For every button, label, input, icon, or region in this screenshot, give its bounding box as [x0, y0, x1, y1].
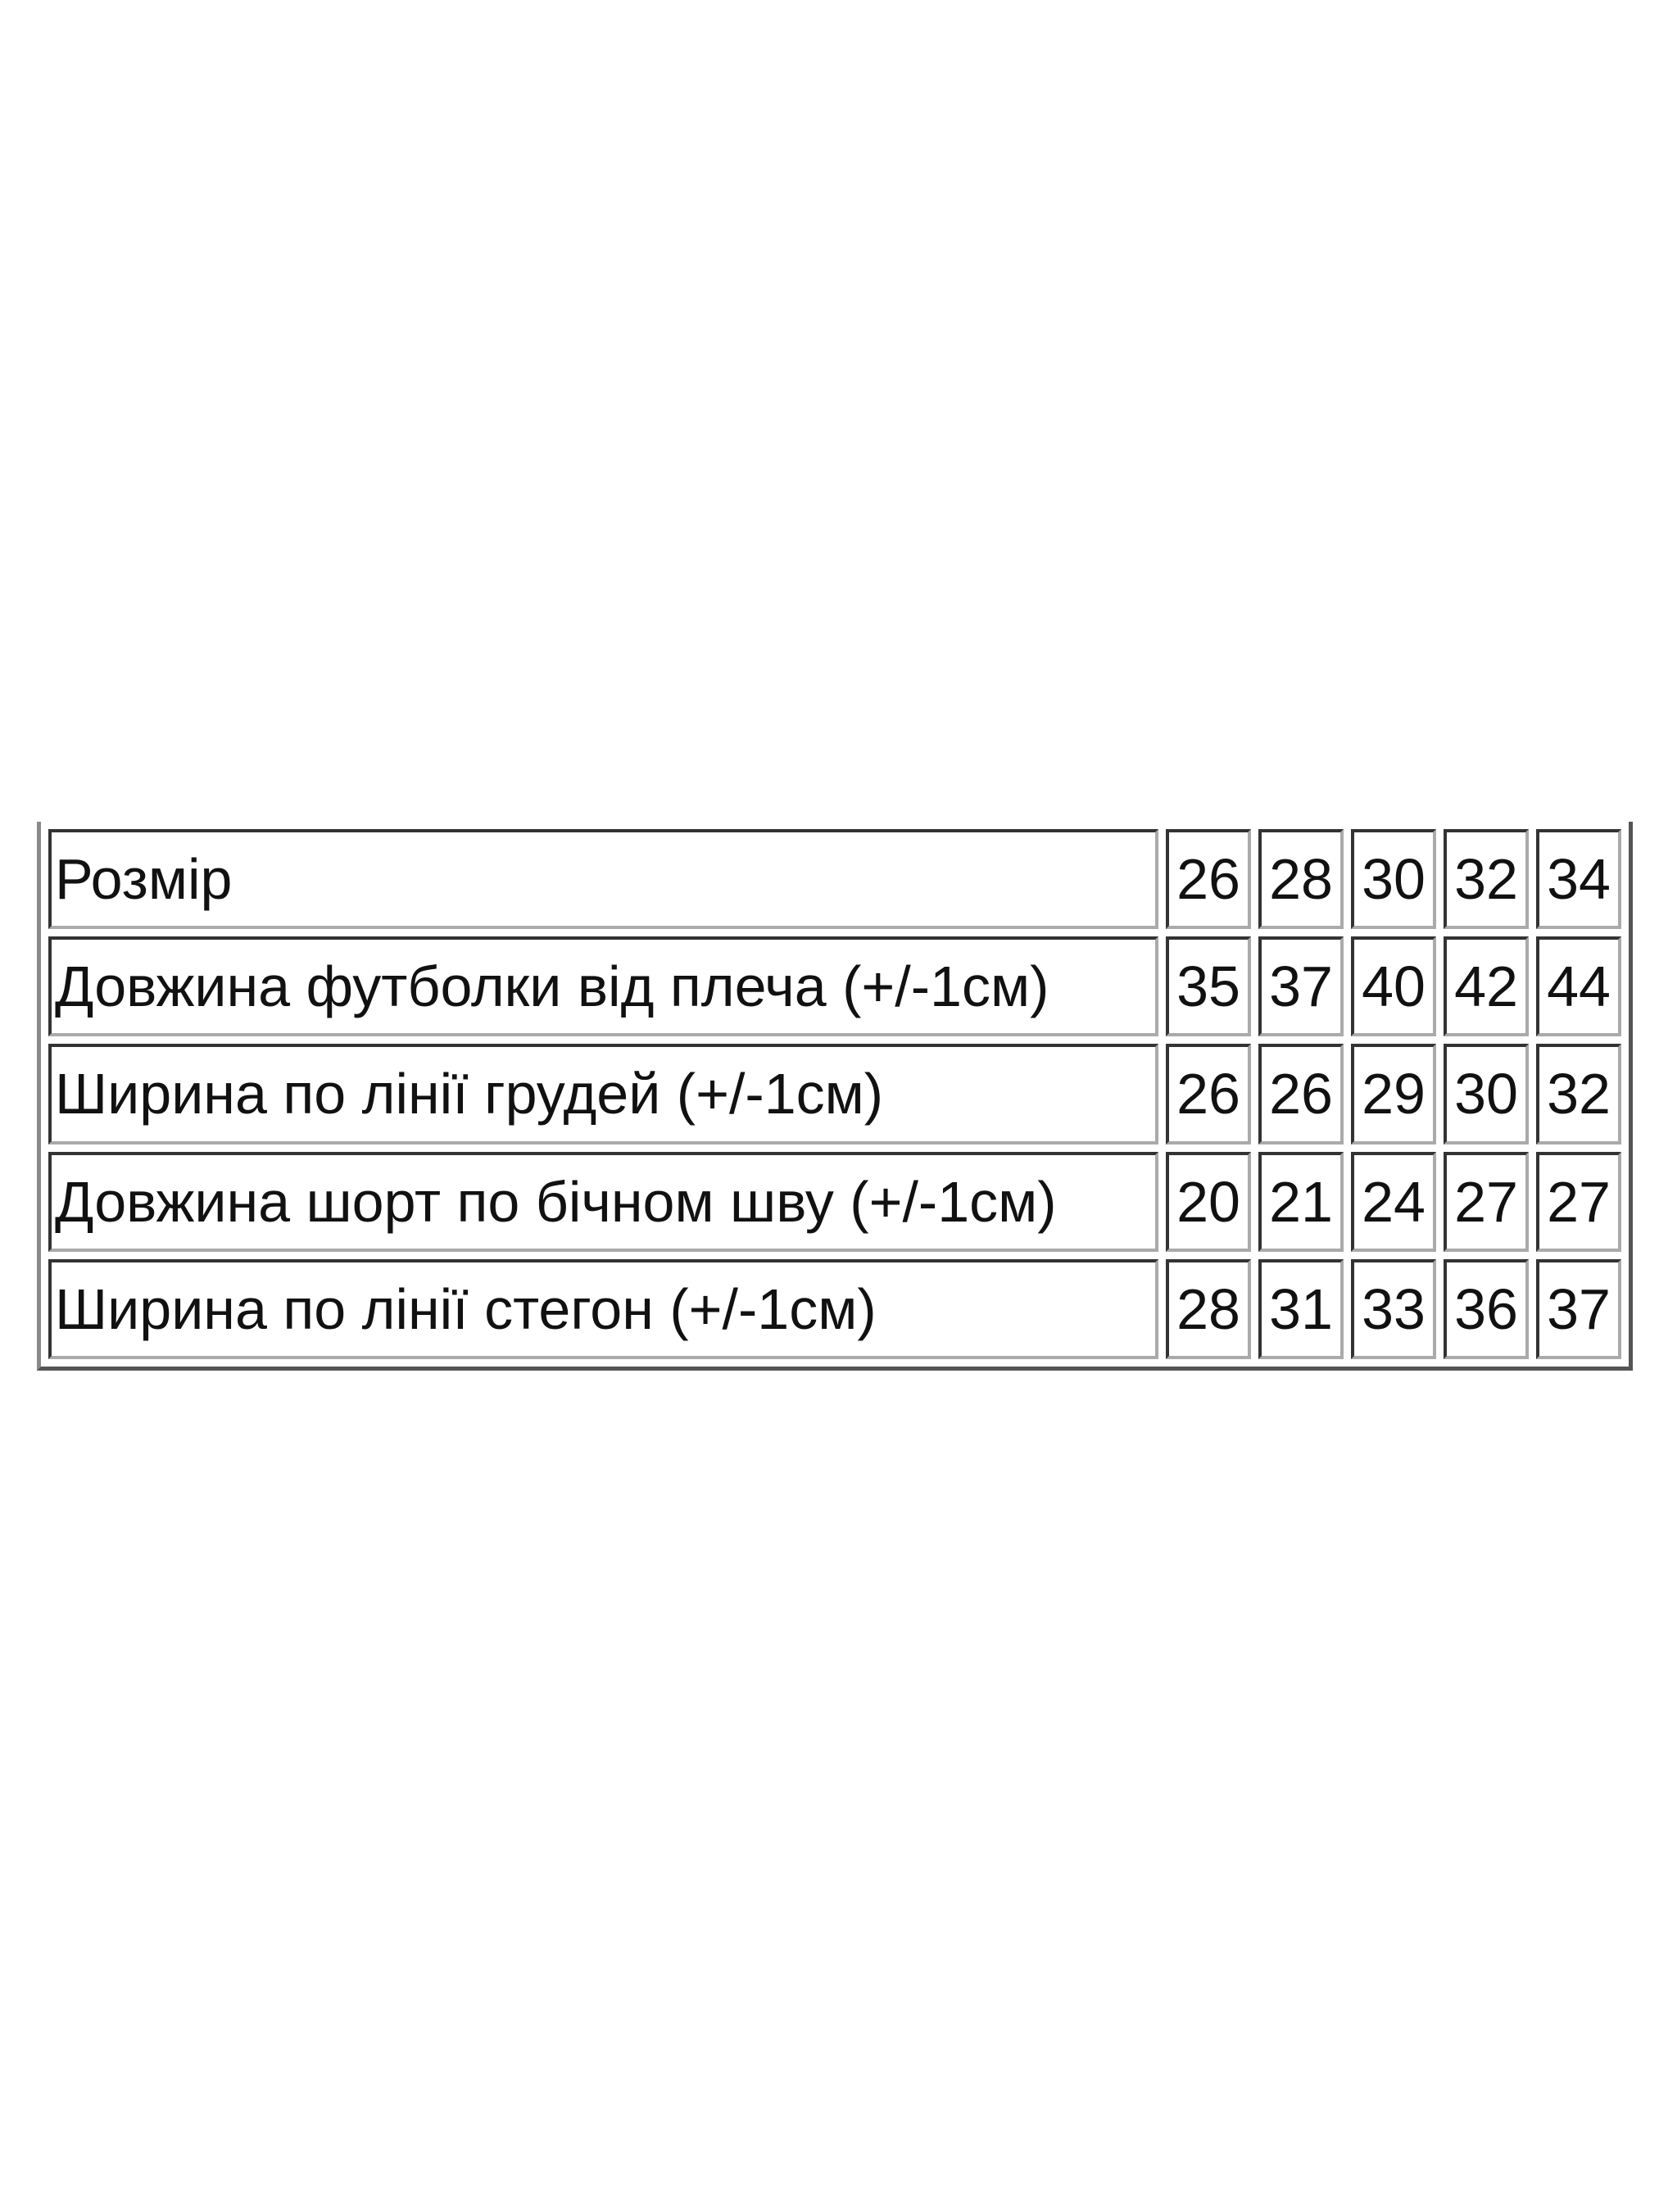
measurement-cell: 36: [1444, 1258, 1529, 1359]
size-cell: 28: [1258, 829, 1344, 930]
measurement-cell: 32: [1536, 1044, 1621, 1145]
measurement-cell: 27: [1536, 1151, 1621, 1252]
measurement-cell: 31: [1258, 1258, 1344, 1359]
measurement-cell: 24: [1351, 1151, 1436, 1252]
table-row: Ширина по лінії грудей (+/-1см) 26 26 29 30 3…: [48, 1044, 1621, 1145]
measurement-cell: 37: [1258, 936, 1344, 1037]
size-cell: 26: [1166, 829, 1251, 930]
size-chart-table: Розмір 26 28 30 32 34 Довжина футболки від пле…: [37, 822, 1633, 1371]
row-label: Довжина футболки від плеча (+/-1см): [48, 936, 1158, 1037]
measurement-cell: 30: [1444, 1044, 1529, 1145]
measurement-cell: 33: [1351, 1258, 1436, 1359]
measurement-cell: 27: [1444, 1151, 1529, 1252]
row-label: Ширина по лінії грудей (+/-1см): [48, 1044, 1158, 1145]
measurement-cell: 29: [1351, 1044, 1436, 1145]
measurement-cell: 20: [1166, 1151, 1251, 1252]
measurement-cell: 28: [1166, 1258, 1251, 1359]
measurement-cell: 21: [1258, 1151, 1344, 1252]
header-row: Розмір 26 28 30 32 34: [48, 829, 1621, 930]
measurement-cell: 40: [1351, 936, 1436, 1037]
row-label: Розмір: [48, 829, 1158, 930]
measurement-cell: 26: [1166, 1044, 1251, 1145]
table-row: Довжина шорт по бічном шву (+/-1см) 20 21 2…: [48, 1151, 1621, 1252]
row-label: Ширина по лінії стегон (+/-1см): [48, 1258, 1158, 1359]
measurement-cell: 44: [1536, 936, 1621, 1037]
size-cell: 34: [1536, 829, 1621, 930]
measurement-cell: 26: [1258, 1044, 1344, 1145]
size-cell: 32: [1444, 829, 1529, 930]
row-label: Довжина шорт по бічном шву (+/-1см): [48, 1151, 1158, 1252]
measurement-cell: 35: [1166, 936, 1251, 1037]
table-row: Ширина по лінії стегон (+/-1см) 28 31 33 36 3…: [48, 1258, 1621, 1359]
table-row: Довжина футболки від плеча (+/-1см) 35 37 4…: [48, 936, 1621, 1037]
size-cell: 30: [1351, 829, 1436, 930]
measurement-cell: 37: [1536, 1258, 1621, 1359]
measurement-cell: 42: [1444, 936, 1529, 1037]
